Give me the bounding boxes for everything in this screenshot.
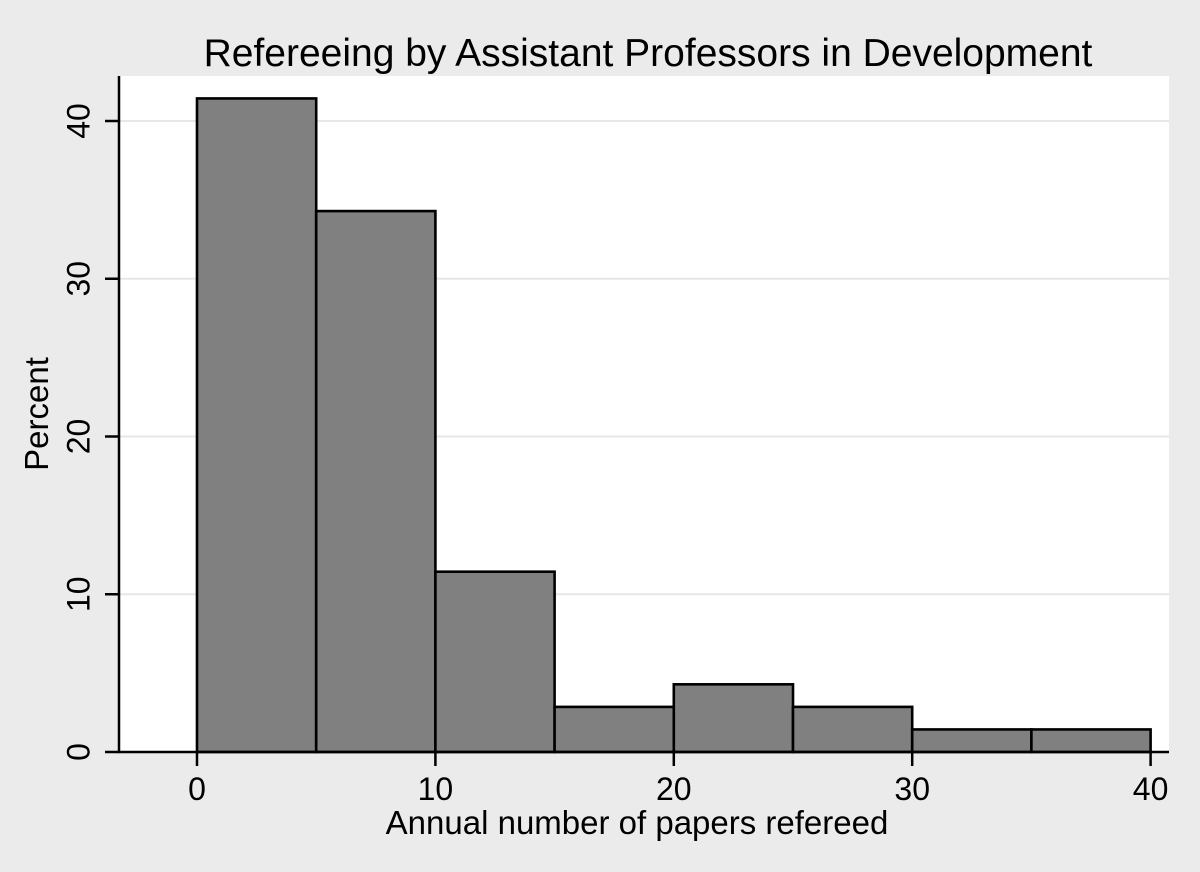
y-ticks: 0 10 20 30 40 [60, 103, 119, 761]
histogram-bar [672, 683, 795, 754]
x-ticks: 0 10 20 30 40 [188, 752, 1168, 807]
histogram-bar [1030, 728, 1152, 754]
y-tick-label: 0 [60, 743, 96, 761]
chart-title: Refereeing by Assistant Professors in De… [204, 32, 1093, 75]
x-tick-label: 40 [1133, 771, 1169, 807]
x-tick-label: 10 [418, 771, 454, 807]
y-tick-label: 30 [60, 261, 96, 297]
histogram-bar [791, 705, 914, 754]
x-tick-label: 30 [894, 771, 930, 807]
y-axis-label: Percent [18, 357, 55, 471]
x-axis-label: Annual number of papers refereed [386, 804, 889, 841]
x-tick-label: 0 [188, 771, 206, 807]
histogram-bar [195, 97, 318, 754]
histogram-bar [553, 705, 676, 754]
y-tick-label: 40 [60, 103, 96, 139]
y-tick-label: 20 [60, 419, 96, 455]
histogram-bar [910, 728, 1033, 754]
histogram-bar [314, 209, 437, 754]
x-tick-label: 20 [656, 771, 692, 807]
y-tick-label: 10 [60, 576, 96, 612]
histogram-bar [434, 570, 556, 754]
